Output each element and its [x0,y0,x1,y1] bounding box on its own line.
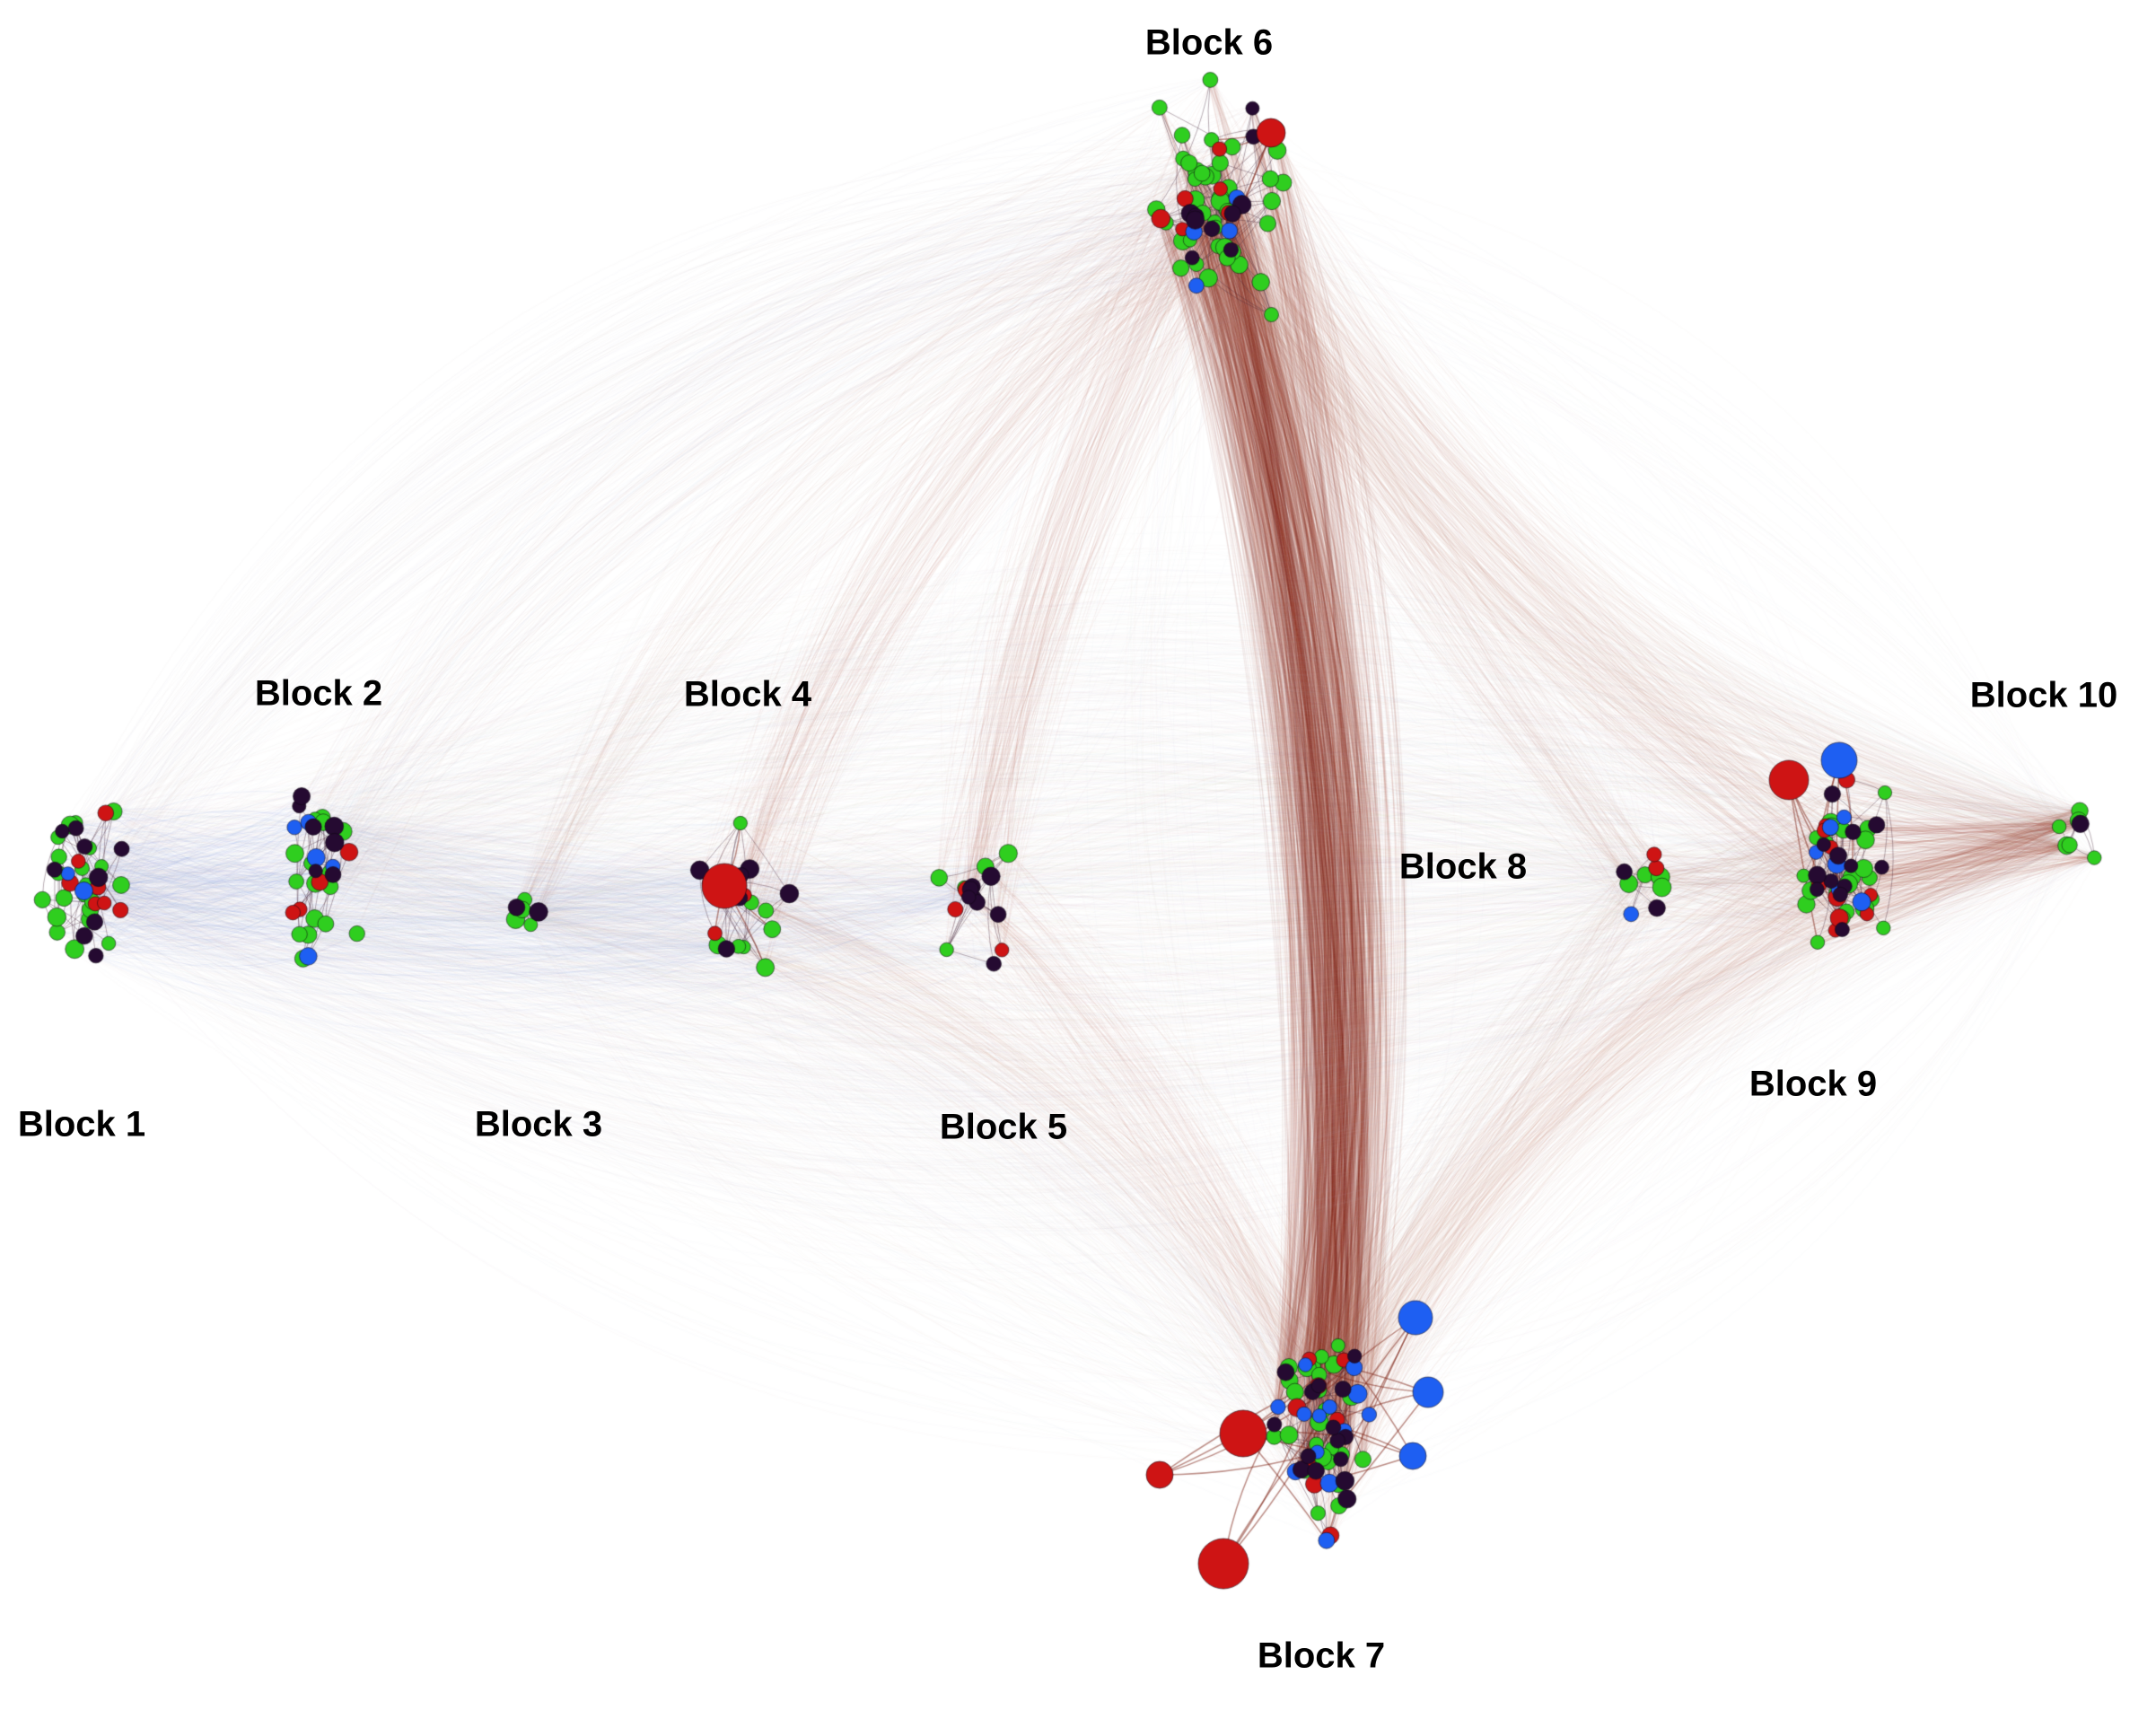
block-2-label: Block 2 [254,673,383,714]
block-3-label: Block 3 [474,1104,603,1144]
block-1-label: Block 1 [17,1104,146,1144]
block-10-label: Block 10 [1969,675,2118,715]
block-6-label: Block 6 [1144,22,1274,63]
block-4-label: Block 4 [683,674,812,715]
block-5-label: Block 5 [939,1107,1068,1147]
block-7-label: Block 7 [1257,1635,1386,1676]
block-8-label: Block 8 [1398,846,1528,887]
block-9-label: Block 9 [1748,1064,1878,1104]
